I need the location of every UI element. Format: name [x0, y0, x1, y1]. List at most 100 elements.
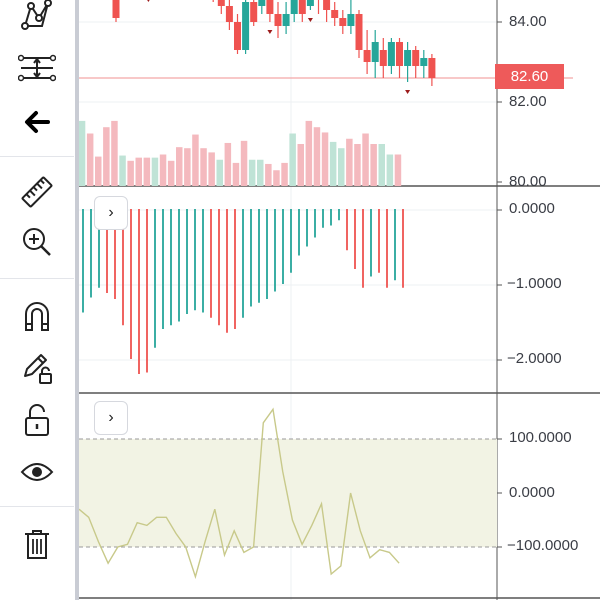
back-tool[interactable] [15, 102, 59, 142]
volume-bar [378, 144, 385, 186]
volume-bar [354, 144, 361, 186]
candle-body [306, 0, 314, 6]
volume-bar [224, 142, 232, 186]
sliders-icon [18, 54, 56, 82]
candle-body [428, 58, 436, 78]
price-axis-label: 82.00 [509, 93, 547, 110]
macd-bar [122, 209, 124, 326]
macd-bar [242, 209, 244, 318]
volume-bar [111, 120, 118, 186]
volume-bar [273, 170, 280, 186]
volume-bar [386, 154, 394, 186]
macd-bar [282, 209, 284, 284]
pattern-tool[interactable] [15, 0, 59, 35]
ruler-tool[interactable] [15, 172, 59, 212]
macd-bar [378, 209, 380, 273]
pencil-lock-icon [24, 354, 52, 384]
macd-bar [210, 209, 212, 318]
macd-bar [298, 209, 300, 256]
macd-bar [402, 209, 404, 288]
volume-bar [370, 144, 377, 186]
macd-bar [170, 209, 172, 326]
macd-bar [290, 209, 292, 273]
drawing-toolbar [0, 0, 76, 600]
volume-bar [265, 163, 272, 186]
unlock-tool[interactable] [15, 400, 59, 440]
unlock-icon [25, 404, 49, 436]
macd-bar [354, 209, 356, 269]
macd-bar [162, 209, 164, 329]
ruler-icon [21, 176, 53, 208]
candle-body [242, 2, 250, 50]
zoom-in-tool[interactable] [15, 222, 59, 262]
macd-bar [346, 209, 348, 251]
volume-bar [346, 138, 353, 186]
macd-bar [386, 209, 388, 288]
volume-bar [321, 132, 329, 186]
candle-body [225, 6, 233, 22]
candle-body [379, 50, 387, 66]
chart-area[interactable]: 84.00 82.00 80.00 0.0000 −1.0000 −2.0000… [79, 0, 600, 600]
macd-bar [266, 209, 268, 299]
macd-axis-label: −1.0000 [507, 275, 562, 292]
cci-axis-label: −100.0000 [507, 537, 579, 554]
macd-axis-label: −2.0000 [507, 350, 562, 367]
macd-axis-label: 0.0000 [509, 200, 555, 217]
candle-body [420, 58, 428, 66]
volume-bar [159, 154, 167, 186]
macd-bar [322, 209, 324, 228]
macd-bar [370, 209, 372, 277]
volume-bar [313, 127, 321, 186]
candle-body [298, 0, 306, 15]
marker-arrow [267, 30, 273, 34]
candle-body [323, 0, 331, 11]
magnet-tool[interactable] [15, 296, 59, 336]
chart-canvas[interactable] [79, 0, 600, 600]
toolbar-divider [0, 506, 74, 507]
macd-bar [218, 209, 220, 326]
volume-bar [127, 160, 134, 186]
volume-bar [305, 120, 313, 186]
candle-body [339, 18, 347, 26]
macd-bar [186, 209, 188, 314]
volume-bar [200, 148, 207, 186]
visibility-tool[interactable] [15, 452, 59, 492]
candle-body [387, 42, 395, 66]
delete-tool[interactable] [15, 524, 59, 564]
volume-bar [208, 152, 215, 186]
candle-body [331, 10, 339, 18]
candle-body [290, 0, 298, 15]
macd-bar [154, 209, 156, 348]
volume-bar [329, 141, 337, 186]
macd-bar [314, 209, 316, 238]
trash-icon [25, 530, 49, 559]
candle-body [274, 14, 282, 26]
volume-bar [86, 133, 94, 186]
fib-settings-tool[interactable] [15, 48, 59, 88]
cci-collapse-button[interactable]: › [94, 401, 128, 435]
volume-bar [338, 148, 345, 186]
magnet-icon [25, 302, 49, 331]
macd-bar [202, 209, 204, 313]
candle-body [355, 14, 363, 50]
candle-body [250, 2, 258, 22]
price-axis-label: 80.00 [509, 173, 547, 190]
volume-bar [216, 159, 223, 186]
marker-arrow [405, 90, 411, 94]
macd-bar [226, 209, 228, 333]
toolbar-border[interactable] [75, 0, 79, 600]
marker-arrow [307, 18, 313, 22]
macd-bar [98, 209, 100, 288]
volume-bar [232, 162, 240, 186]
macd-bar [362, 209, 364, 288]
arrow-left-icon [25, 111, 50, 133]
macd-bar [90, 209, 92, 298]
lock-drawings-tool[interactable] [15, 348, 59, 388]
macd-bar [306, 209, 308, 247]
volume-bar [135, 157, 142, 186]
candle-body [404, 50, 412, 66]
volume-bar [394, 154, 402, 186]
macd-collapse-button[interactable]: › [94, 196, 128, 230]
volume-bar [281, 162, 288, 186]
macd-bar [114, 209, 116, 299]
